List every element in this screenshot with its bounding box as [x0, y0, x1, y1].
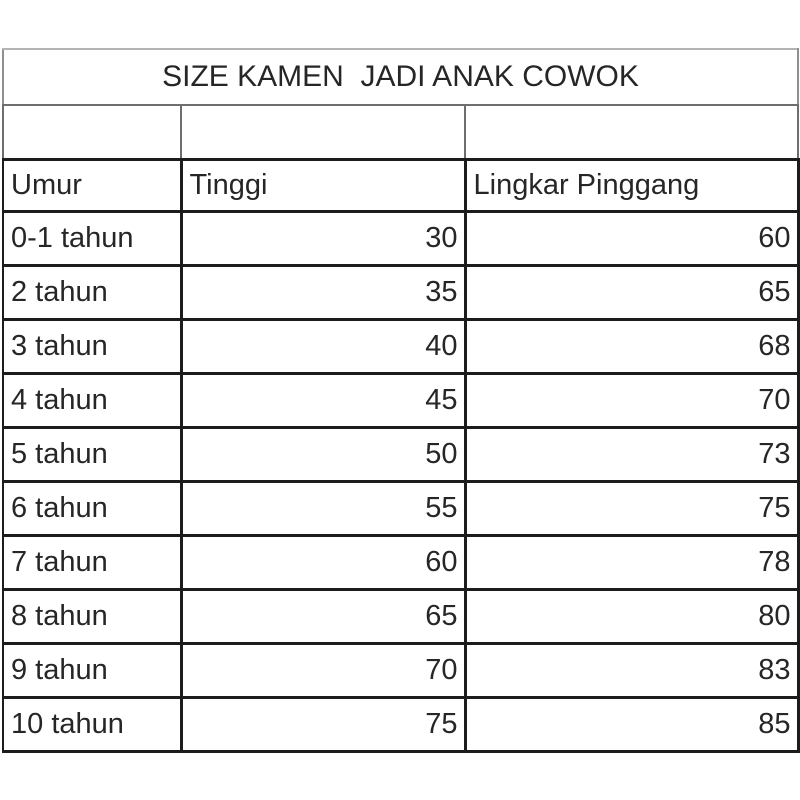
column-header-umur: Umur: [2, 158, 183, 213]
table-row: 8 tahun 65 80: [2, 588, 800, 645]
lingkar-pinggang-cell: 75: [464, 480, 800, 537]
header-row: Umur Tinggi Lingkar Pinggang: [2, 158, 800, 213]
table-row: 0-1 tahun 30 60: [2, 210, 800, 267]
lingkar-pinggang-cell: 60: [464, 210, 800, 267]
table-row: 4 tahun 45 70: [2, 372, 800, 429]
lingkar-pinggang-cell: 83: [464, 642, 800, 699]
lingkar-pinggang-cell: 78: [464, 534, 800, 591]
tinggi-cell: 50: [180, 426, 467, 483]
age-cell: 9 tahun: [2, 642, 183, 699]
table-row: 9 tahun 70 83: [2, 642, 800, 699]
tinggi-cell: 55: [180, 480, 467, 537]
table-row: 10 tahun 75 85: [2, 696, 800, 753]
tinggi-cell: 75: [180, 696, 467, 753]
table-row: 2 tahun 35 65: [2, 264, 800, 321]
tinggi-cell: 65: [180, 588, 467, 645]
age-cell: 4 tahun: [2, 372, 183, 429]
table-row: 6 tahun 55 75: [2, 480, 800, 537]
spacer-row: [2, 105, 799, 161]
age-cell: 7 tahun: [2, 534, 183, 591]
table-row: 7 tahun 60 78: [2, 534, 800, 591]
table-row: 5 tahun 50 73: [2, 426, 800, 483]
age-cell: 3 tahun: [2, 318, 183, 375]
age-cell: 0-1 tahun: [2, 210, 183, 267]
age-cell: 8 tahun: [2, 588, 183, 645]
column-header-lingkar-pinggang: Lingkar Pinggang: [464, 158, 800, 213]
age-cell: 10 tahun: [2, 696, 183, 753]
lingkar-pinggang-cell: 65: [464, 264, 800, 321]
age-cell: 6 tahun: [2, 480, 183, 537]
tinggi-cell: 70: [180, 642, 467, 699]
spacer-cell: [180, 105, 466, 161]
tinggi-cell: 40: [180, 318, 467, 375]
age-cell: 2 tahun: [2, 264, 183, 321]
title-row: SIZE KAMEN JADI ANAK COWOK: [2, 48, 799, 106]
lingkar-pinggang-cell: 85: [464, 696, 800, 753]
spacer-cell: [464, 105, 799, 161]
lingkar-pinggang-cell: 73: [464, 426, 800, 483]
spacer-cell: [2, 105, 182, 161]
lingkar-pinggang-cell: 68: [464, 318, 800, 375]
table-row: 3 tahun 40 68: [2, 318, 800, 375]
age-cell: 5 tahun: [2, 426, 183, 483]
column-header-tinggi: Tinggi: [180, 158, 467, 213]
tinggi-cell: 60: [180, 534, 467, 591]
tinggi-cell: 30: [180, 210, 467, 267]
tinggi-cell: 35: [180, 264, 467, 321]
lingkar-pinggang-cell: 70: [464, 372, 800, 429]
table-title: SIZE KAMEN JADI ANAK COWOK: [2, 48, 799, 106]
lingkar-pinggang-cell: 80: [464, 588, 800, 645]
tinggi-cell: 45: [180, 372, 467, 429]
size-chart-table: SIZE KAMEN JADI ANAK COWOK Umur Tinggi L…: [2, 48, 800, 753]
